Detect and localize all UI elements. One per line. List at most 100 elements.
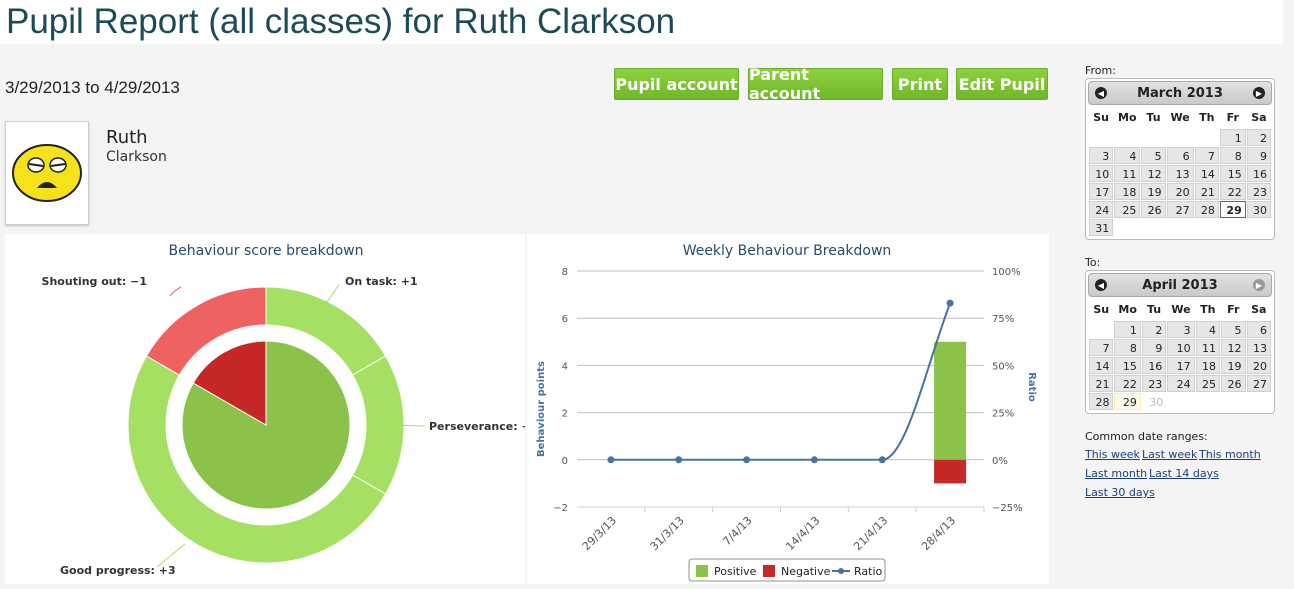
ratio-point[interactable]: [810, 456, 818, 464]
legend-negative[interactable]: Negative: [781, 565, 831, 578]
legend-negative-swatch[interactable]: [763, 565, 775, 577]
calendar-day[interactable]: 26: [1141, 201, 1166, 218]
calendar-day[interactable]: 21: [1194, 183, 1219, 200]
calendar-day[interactable]: 16: [1246, 165, 1271, 182]
print-button[interactable]: Print: [892, 68, 948, 100]
calendar-day[interactable]: 22: [1114, 375, 1141, 392]
calendar-day[interactable]: 7: [1089, 339, 1114, 356]
calendar-day[interactable]: 24: [1089, 201, 1114, 218]
range-last-14-days[interactable]: Last 14 days: [1149, 467, 1219, 480]
next-month-icon[interactable]: ▶: [1253, 87, 1265, 99]
bar-negative[interactable]: [934, 459, 967, 484]
calendar-day[interactable]: 24: [1167, 375, 1195, 392]
legend-ratio[interactable]: Ratio: [854, 565, 883, 578]
range-last-month[interactable]: Last month: [1085, 467, 1148, 480]
ratio-point[interactable]: [878, 456, 886, 464]
calendar-day[interactable]: 8: [1114, 339, 1141, 356]
range-last-30-days[interactable]: Last 30 days: [1085, 486, 1155, 499]
inner-slice-negative[interactable]: [192, 340, 267, 426]
calendar-day[interactable]: 16: [1141, 357, 1167, 374]
calendar-day[interactable]: 11: [1195, 339, 1221, 356]
calendar-day[interactable]: 19: [1141, 183, 1166, 200]
calendar-day[interactable]: 6: [1166, 147, 1194, 164]
calendar-day[interactable]: 18: [1114, 183, 1141, 200]
legend-ratio-marker[interactable]: [838, 568, 844, 574]
calendar-day[interactable]: 2: [1141, 321, 1167, 338]
calendar-day[interactable]: 5: [1141, 147, 1166, 164]
ratio-point[interactable]: [607, 456, 615, 464]
prev-month-icon[interactable]: ◀: [1095, 87, 1107, 99]
calendar-day[interactable]: 10: [1167, 339, 1195, 356]
calendar-day[interactable]: 27: [1246, 375, 1271, 392]
legend-positive-swatch[interactable]: [696, 565, 708, 577]
calendar-day[interactable]: 15: [1114, 357, 1141, 374]
calendar-day[interactable]: 14: [1089, 357, 1114, 374]
calendar-day[interactable]: 27: [1166, 201, 1194, 218]
calendar-day[interactable]: 10: [1089, 165, 1114, 182]
calendar-day[interactable]: 14: [1194, 165, 1219, 182]
calendar-day[interactable]: 25: [1195, 375, 1221, 392]
calendar-day[interactable]: 19: [1221, 357, 1246, 374]
empty-cell: [1114, 219, 1140, 236]
calendar-day[interactable]: 12: [1141, 165, 1166, 182]
calendar-day[interactable]: 12: [1221, 339, 1246, 356]
range-this-month[interactable]: This month: [1199, 448, 1261, 461]
weekly-panel: Weekly Behaviour Breakdown Behaviour poi…: [527, 234, 1049, 584]
calendar-day[interactable]: 22: [1219, 183, 1246, 200]
ratio-point[interactable]: [743, 456, 751, 464]
legend-positive[interactable]: Positive: [714, 565, 757, 578]
calendar-day[interactable]: 31: [1089, 219, 1114, 236]
calendar-day[interactable]: 13: [1246, 339, 1271, 356]
parent-account-button[interactable]: Parent account: [748, 65, 883, 103]
calendar-day[interactable]: 9: [1141, 339, 1167, 356]
range-last-week[interactable]: Last week: [1142, 448, 1198, 461]
calendar-day[interactable]: 28: [1194, 201, 1219, 218]
calendar-day[interactable]: 4: [1114, 147, 1141, 164]
calendar-day[interactable]: 4: [1195, 321, 1221, 338]
calendar-day[interactable]: 29: [1219, 201, 1246, 218]
calendar-day[interactable]: 7: [1194, 147, 1219, 164]
calendar-day[interactable]: 1: [1114, 321, 1141, 338]
from-calendar-grid: Su Mo Tu We Th Fr Sa 1 2 3 4 5 6 7 8 9 10 11 12 13 14 15 16 17 1…: [1088, 105, 1272, 237]
calendar-day[interactable]: 5: [1221, 321, 1246, 338]
calendar-day[interactable]: 18: [1195, 357, 1221, 374]
weekday-header: Tu: [1147, 302, 1162, 316]
calendar-day[interactable]: 6: [1246, 321, 1271, 338]
ratio-point[interactable]: [675, 456, 683, 464]
edit-pupil-button[interactable]: Edit Pupil: [956, 68, 1048, 100]
calendar-day[interactable]: 3: [1167, 321, 1195, 338]
y-tick-label: −2: [553, 503, 568, 514]
calendar-day[interactable]: 11: [1114, 165, 1141, 182]
calendar-day[interactable]: 17: [1089, 183, 1114, 200]
calendar-day[interactable]: 13: [1166, 165, 1194, 182]
prev-month-icon[interactable]: ◀: [1095, 279, 1107, 291]
calendar-day[interactable]: 21: [1089, 375, 1114, 392]
to-label: To:: [1085, 256, 1101, 269]
ratio-point[interactable]: [946, 299, 954, 307]
range-this-week[interactable]: This week: [1085, 448, 1140, 461]
calendar-day[interactable]: 20: [1246, 357, 1271, 374]
calendar-day[interactable]: 9: [1246, 147, 1271, 164]
calendar-day[interactable]: 3: [1089, 147, 1114, 164]
calendar-day[interactable]: 1: [1219, 129, 1246, 146]
calendar-day[interactable]: 2: [1246, 129, 1271, 146]
calendar-day[interactable]: 23: [1246, 183, 1271, 200]
empty-cell: [1220, 219, 1246, 236]
empty-cell: [1195, 219, 1219, 236]
calendar-day[interactable]: 29: [1114, 393, 1141, 410]
calendar-day[interactable]: 17: [1167, 357, 1195, 374]
y-tick-label: 4: [562, 361, 568, 372]
calendar-day[interactable]: 8: [1219, 147, 1246, 164]
outer-slice-good-progress[interactable]: [127, 355, 387, 564]
pupil-account-button[interactable]: Pupil account: [614, 68, 739, 100]
calendar-day[interactable]: 15: [1219, 165, 1246, 182]
calendar-day[interactable]: 28: [1089, 393, 1114, 410]
bar-positive[interactable]: [934, 341, 967, 460]
calendar-day[interactable]: 30: [1246, 201, 1271, 218]
calendar-day[interactable]: 26: [1221, 375, 1246, 392]
empty-cell: [1247, 219, 1271, 236]
calendar-day[interactable]: 25: [1114, 201, 1141, 218]
calendar-day[interactable]: 20: [1166, 183, 1194, 200]
outer-slice-shouting-out[interactable]: [145, 286, 267, 376]
calendar-day[interactable]: 23: [1141, 375, 1167, 392]
